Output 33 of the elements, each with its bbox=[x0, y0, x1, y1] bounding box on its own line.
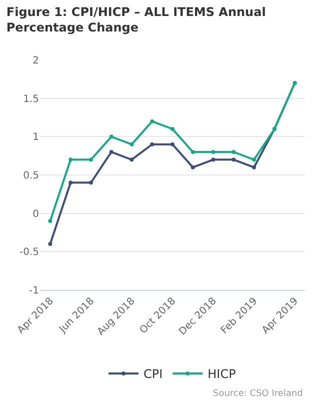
point bbox=[211, 150, 216, 154]
point bbox=[190, 150, 195, 154]
y-tick-label: 0.5 bbox=[23, 170, 39, 182]
point bbox=[88, 158, 93, 162]
point bbox=[232, 158, 236, 162]
point bbox=[109, 134, 114, 139]
point bbox=[150, 142, 154, 146]
point bbox=[130, 158, 134, 162]
point bbox=[68, 158, 73, 162]
y-tick-label: 0 bbox=[32, 208, 39, 220]
point bbox=[150, 119, 154, 124]
point bbox=[252, 158, 256, 162]
legend-label: HICP bbox=[208, 367, 236, 382]
point bbox=[211, 158, 216, 162]
point bbox=[252, 165, 256, 170]
point bbox=[48, 219, 52, 223]
point bbox=[170, 142, 174, 146]
source-note: Source: CSO Ireland bbox=[213, 389, 303, 399]
y-tick-label: 1 bbox=[32, 132, 39, 144]
point bbox=[130, 142, 134, 146]
point bbox=[190, 165, 195, 170]
point bbox=[68, 180, 73, 185]
point bbox=[48, 242, 52, 246]
point bbox=[88, 180, 93, 185]
y-tick-label: -1 bbox=[29, 286, 39, 296]
point bbox=[232, 150, 236, 154]
legend-label: CPI bbox=[144, 367, 163, 382]
y-tick-label: 1.5 bbox=[23, 94, 39, 105]
y-tick-label: -0.5 bbox=[19, 247, 39, 258]
y-tick-label: 2 bbox=[32, 56, 39, 66]
point bbox=[109, 150, 114, 154]
point bbox=[170, 127, 174, 131]
chart-title: Figure 1: CPI/HICP – ALL ITEMS Annual Percentage Change bbox=[6, 5, 266, 35]
